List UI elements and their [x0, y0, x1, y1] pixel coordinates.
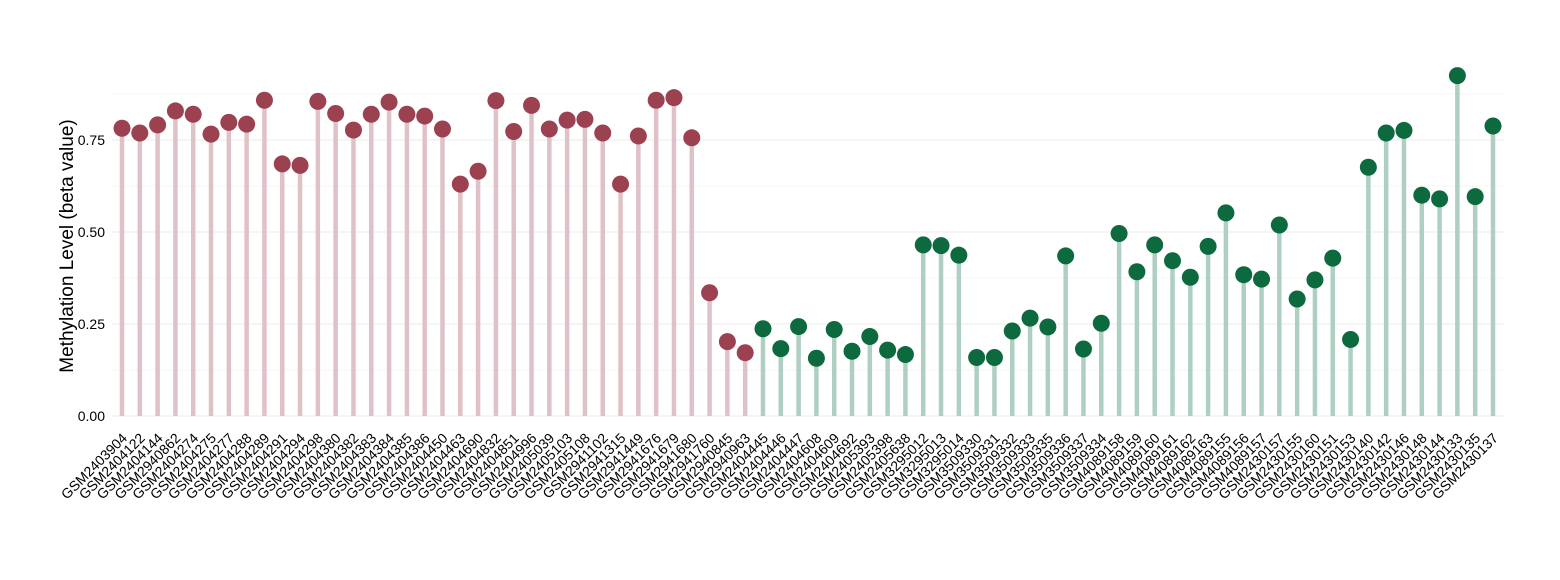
data-point — [896, 346, 914, 364]
data-point — [1484, 117, 1502, 135]
data-point — [825, 321, 843, 339]
data-point — [790, 318, 808, 336]
data-point — [309, 92, 327, 110]
data-point — [1448, 67, 1466, 85]
data-point — [113, 119, 131, 137]
lollipop-stems — [119, 75, 1496, 416]
data-point — [594, 124, 612, 142]
data-point — [1235, 266, 1253, 284]
lollipop-points — [113, 67, 1502, 367]
data-point — [1288, 290, 1306, 308]
data-point — [1199, 237, 1217, 255]
data-point — [469, 162, 487, 180]
data-point — [950, 246, 968, 264]
data-point — [540, 120, 558, 138]
data-point — [843, 342, 861, 360]
data-point — [1039, 318, 1057, 336]
data-point — [629, 127, 647, 145]
data-point — [701, 284, 719, 302]
data-point — [362, 105, 380, 123]
data-point — [131, 124, 149, 142]
data-point — [327, 105, 345, 123]
data-point — [255, 91, 273, 109]
data-point — [932, 237, 950, 255]
data-point — [807, 349, 825, 367]
gridlines — [112, 93, 1504, 417]
data-point — [1270, 216, 1288, 234]
data-point — [273, 155, 291, 173]
data-point — [576, 110, 594, 128]
data-point — [238, 115, 256, 133]
data-point — [220, 113, 238, 131]
data-point — [718, 333, 736, 351]
data-point — [487, 92, 505, 110]
data-point — [523, 96, 541, 114]
data-point — [1395, 121, 1413, 139]
data-point — [1146, 236, 1164, 254]
data-point — [1128, 263, 1146, 281]
data-point — [184, 105, 202, 123]
data-point — [1342, 330, 1360, 348]
y-tick-label: 0.75 — [78, 132, 105, 148]
data-point — [1110, 224, 1128, 242]
data-point — [772, 340, 790, 358]
y-tick-label: 0.25 — [78, 316, 105, 332]
data-point — [1057, 247, 1075, 265]
x-axis: GSM2403904GSM2404122GSM2404144GSM2940862… — [58, 430, 1502, 503]
data-point — [1377, 124, 1395, 142]
data-point — [1306, 271, 1324, 289]
y-axis-title: Methylation Level (beta value) — [57, 119, 78, 372]
data-point — [647, 91, 665, 109]
data-point — [1021, 309, 1039, 327]
data-point — [451, 175, 469, 193]
data-point — [612, 175, 630, 193]
data-point — [1092, 314, 1110, 332]
data-point — [985, 348, 1003, 366]
data-point — [968, 348, 986, 366]
data-point — [166, 102, 184, 120]
data-point — [291, 156, 309, 174]
data-point — [558, 111, 576, 129]
y-tick-label: 0.50 — [78, 224, 105, 240]
data-point — [1003, 322, 1021, 340]
data-point — [1253, 270, 1271, 288]
data-point — [1359, 158, 1377, 176]
data-point — [1431, 190, 1449, 208]
data-point — [505, 123, 523, 141]
data-point — [416, 107, 434, 125]
data-point — [683, 129, 701, 147]
data-point — [736, 344, 754, 362]
data-point — [879, 341, 897, 359]
data-point — [1324, 249, 1342, 267]
data-point — [1164, 252, 1182, 270]
data-point — [754, 320, 772, 338]
data-point — [380, 93, 398, 111]
data-point — [665, 89, 683, 107]
data-point — [1466, 188, 1484, 206]
data-point — [914, 236, 932, 254]
data-point — [202, 125, 220, 143]
data-point — [1413, 186, 1431, 204]
data-point — [1217, 204, 1235, 222]
data-point — [1181, 268, 1199, 286]
data-point — [433, 120, 451, 138]
y-tick-label: 0.00 — [78, 408, 105, 424]
y-axis: 0.00 0.25 0.50 0.75 — [78, 132, 105, 424]
data-point — [149, 116, 167, 134]
data-point — [398, 105, 416, 123]
data-point — [1074, 340, 1092, 358]
data-point — [861, 328, 879, 346]
data-point — [344, 121, 362, 139]
